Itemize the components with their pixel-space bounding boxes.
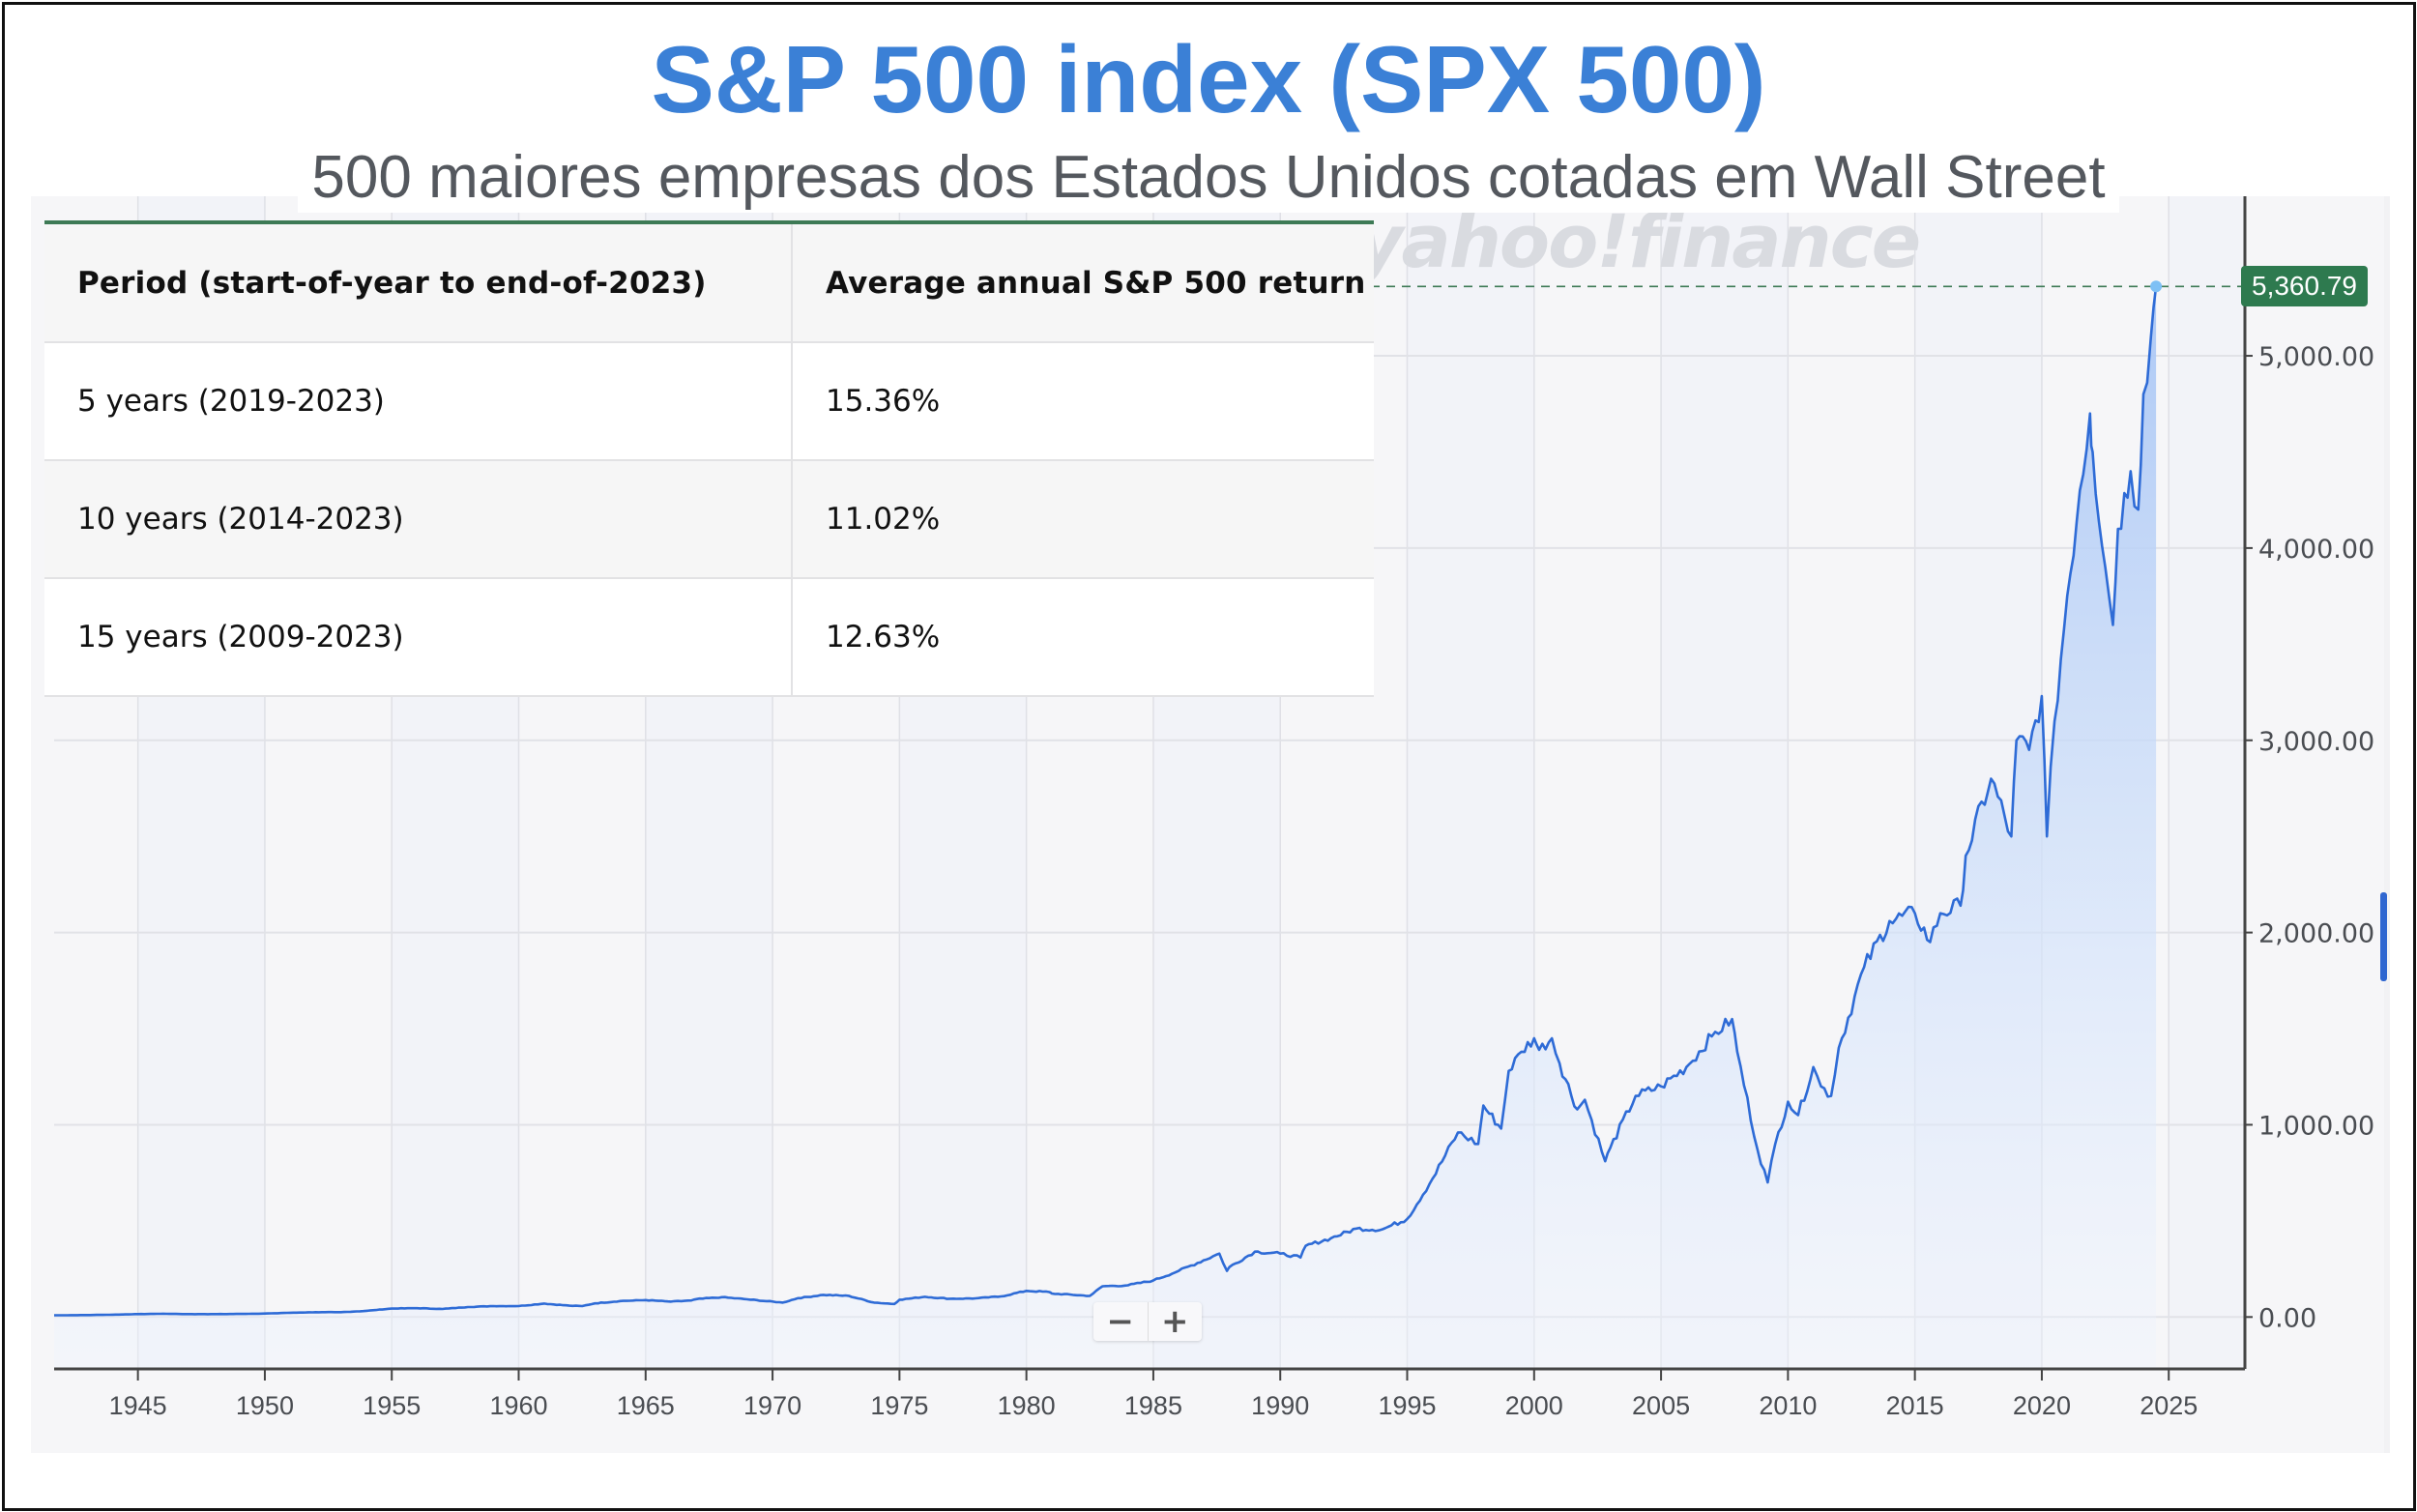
- zoom-in-button[interactable]: +: [1161, 1302, 1189, 1341]
- x-tick-label: 1990: [1251, 1391, 1309, 1420]
- x-tick-label: 1995: [1378, 1391, 1436, 1420]
- y-tick-label: 3,000.00: [2258, 727, 2374, 757]
- y-tick-label: 2,000.00: [2258, 919, 2374, 949]
- scroll-handle[interactable]: [2380, 892, 2387, 981]
- x-tick-label: 1965: [617, 1391, 675, 1420]
- table-row: 10 years (2014-2023) 11.02%: [44, 460, 1374, 579]
- x-tick-label: 2015: [1886, 1391, 1944, 1420]
- x-tick-label: 1970: [743, 1391, 801, 1420]
- chart-right-strip: [2384, 196, 2390, 1453]
- table-row: 5 years (2019-2023) 15.36%: [44, 342, 1374, 461]
- price-area-fill: [54, 286, 2157, 1369]
- chart-zoom-controls: − +: [1093, 1302, 1202, 1341]
- period-cell: 10 years (2014-2023): [44, 460, 793, 579]
- page-subtitle: 500 maiores empresas dos Estados Unidos …: [298, 143, 2119, 213]
- x-tick-label: 1945: [109, 1391, 167, 1420]
- page-title: S&P 500 index (SPX 500): [651, 26, 1766, 132]
- price-line: [54, 286, 2158, 1317]
- x-tick-label: 1950: [236, 1391, 294, 1420]
- period-cell: 5 years (2019-2023): [44, 342, 793, 461]
- x-tick-label: 2010: [1759, 1391, 1817, 1420]
- y-tick-label: 1,000.00: [2258, 1111, 2374, 1141]
- x-tick-label: 1985: [1124, 1391, 1182, 1420]
- last-price-badge: 5,360.79: [2241, 266, 2368, 307]
- return-cell: 15.36%: [792, 342, 1374, 461]
- x-tick-label: 1960: [489, 1391, 547, 1420]
- x-tick-label: 2000: [1505, 1391, 1563, 1420]
- y-tick-label: 4,000.00: [2258, 535, 2374, 565]
- return-cell: 12.63%: [792, 578, 1374, 697]
- y-tick-label: 0.00: [2258, 1303, 2316, 1333]
- x-tick-label: 1955: [363, 1391, 421, 1420]
- last-point-marker[interactable]: [2150, 280, 2163, 293]
- period-band: [2169, 196, 2245, 1369]
- x-tick-label: 2020: [2013, 1391, 2071, 1420]
- table-row: 15 years (2009-2023) 12.63%: [44, 578, 1374, 697]
- x-tick-label: 2025: [2140, 1391, 2198, 1420]
- column-header-return: Average annual S&P 500 return: [792, 224, 1374, 343]
- period-cell: 15 years (2009-2023): [44, 578, 793, 697]
- x-tick-label: 1975: [870, 1391, 928, 1420]
- returns-table: Period (start-of-year to end-of-2023) Av…: [44, 220, 1374, 697]
- return-cell: 11.02%: [792, 460, 1374, 579]
- x-tick-label: 1980: [998, 1391, 1056, 1420]
- zoom-out-button[interactable]: −: [1093, 1302, 1149, 1341]
- table-header-row: Period (start-of-year to end-of-2023) Av…: [44, 224, 1374, 343]
- y-tick-label: 5,000.00: [2258, 342, 2374, 372]
- column-header-period: Period (start-of-year to end-of-2023): [44, 224, 793, 343]
- x-tick-label: 2005: [1632, 1391, 1690, 1420]
